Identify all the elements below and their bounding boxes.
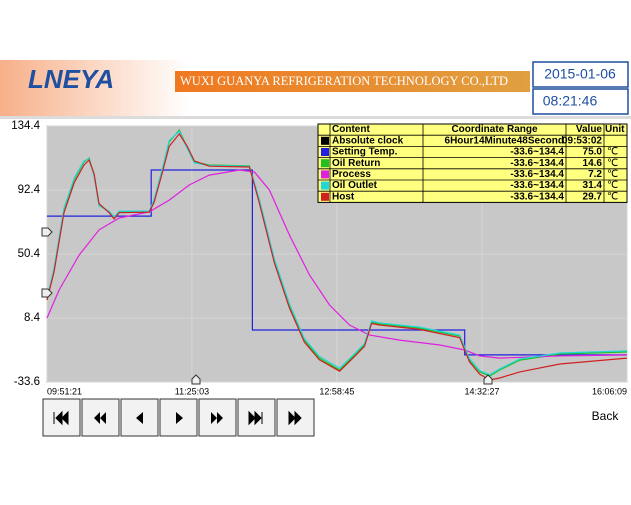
time: 08:21:46 — [543, 93, 598, 109]
x-tick-label: 11:25:03 — [175, 386, 209, 396]
legend-unit: ℃ — [607, 147, 618, 158]
legend-name: Absolute clock — [332, 135, 404, 146]
legend-unit: ℃ — [607, 169, 618, 180]
legend-value: 7.2 — [588, 169, 602, 180]
company-name: WUXI GUANYA REFRIGERATION TECHNOLOGY CO.… — [180, 74, 508, 88]
y-tick-label: -33.6 — [14, 376, 40, 388]
icon — [94, 412, 106, 424]
playback-controls — [42, 398, 315, 437]
cursor-marker[interactable] — [41, 288, 53, 298]
lines — [46, 128, 628, 381]
legend-value: 31.4 — [583, 180, 603, 191]
table-header: Coordinate Range — [451, 124, 538, 135]
x-tick-label: 14:32:27 — [465, 386, 500, 396]
icon — [176, 412, 183, 424]
legend-unit: ℃ — [607, 180, 618, 191]
y-tick-label: 92.4 — [18, 184, 41, 196]
legend-name: Host — [332, 191, 355, 202]
axis-labels: 134.4 92.4 50.4 8.4 -33.6 09:51:21 11:25:03 12:… — [11, 120, 627, 396]
legend-value: 29.7 — [583, 191, 603, 202]
company-bar — [175, 71, 530, 92]
legend-unit: ℃ — [607, 191, 618, 202]
legend-name: Setting Temp. — [332, 147, 398, 158]
legend-range: 6Hour14Minute48Second — [445, 135, 564, 146]
legend-swatch — [321, 159, 329, 168]
legend-value: 14.6 — [583, 158, 603, 169]
cursor-marker[interactable] — [191, 374, 201, 385]
time-box — [532, 88, 629, 115]
y-tick-label: 134.4 — [11, 120, 40, 132]
legend-swatch — [321, 148, 329, 156]
legend-value: 09:53:02 — [562, 135, 602, 146]
legend-range: -33.6~134.4 — [510, 169, 564, 180]
legend-table: Content Coordinate Range Value Unit Absolute… — [317, 123, 628, 203]
separator — [0, 116, 631, 119]
legend-value: 75.0 — [583, 147, 603, 158]
date: 2015-01-06 — [544, 66, 616, 82]
icon — [288, 410, 302, 426]
legend-swatch — [321, 136, 329, 145]
logo: LNEYA — [28, 64, 114, 94]
legend-swatch — [321, 170, 329, 179]
legend-swatch — [321, 192, 329, 201]
series-line — [46, 169, 628, 359]
table-bg — [317, 123, 628, 203]
y-tick-label: 50.4 — [18, 248, 41, 260]
x-tick-label: 12:58:45 — [319, 386, 354, 396]
date-box — [532, 61, 629, 88]
icon — [211, 412, 223, 424]
cursor-marker[interactable] — [483, 374, 493, 385]
x-tick-label: 16:06:09 — [592, 386, 627, 396]
legend-range: -33.6~134.4 — [510, 147, 564, 158]
legend-unit: ℃ — [607, 158, 618, 169]
icon — [136, 412, 143, 424]
legend-name: Process — [332, 169, 371, 180]
series-line — [46, 132, 628, 381]
cursor-marker[interactable] — [41, 227, 53, 237]
legend-name: Oil Outlet — [332, 180, 378, 191]
icon — [53, 410, 69, 426]
legend-name: Oil Return — [332, 158, 380, 169]
legend-range: -33.6~134.4 — [510, 158, 564, 169]
table-header: Content — [332, 124, 370, 135]
legend-range: -33.6~134.4 — [510, 191, 564, 202]
table-header: Value — [576, 124, 603, 135]
y-tick-label: 8.4 — [24, 312, 41, 324]
back-link[interactable]: Back — [592, 409, 620, 423]
x-tick-label: 09:51:21 — [47, 386, 82, 396]
legend-swatch — [321, 181, 329, 190]
icon — [248, 410, 263, 426]
legend-range: -33.6~134.4 — [510, 180, 564, 191]
table-header: Unit — [605, 124, 625, 135]
